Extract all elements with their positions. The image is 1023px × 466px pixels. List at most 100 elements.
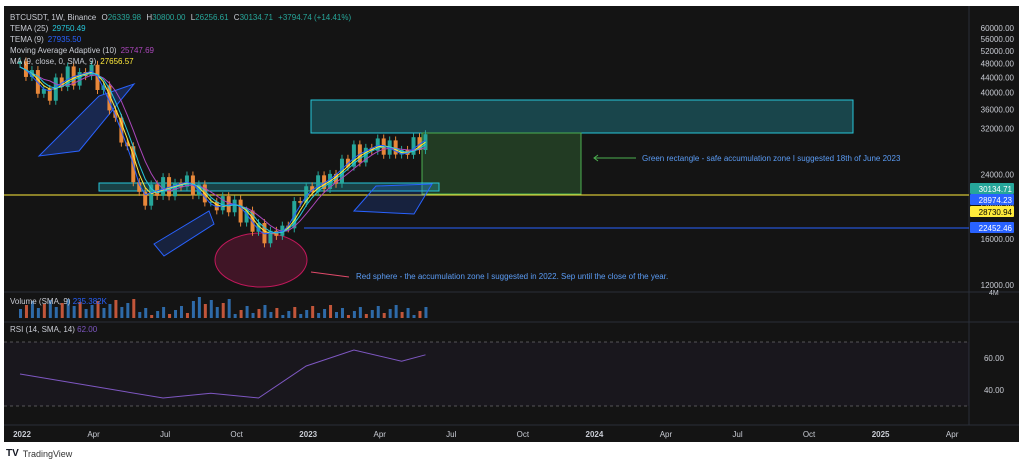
volume-bar — [323, 309, 327, 318]
candle-body — [268, 230, 273, 244]
indicator-tema25[interactable]: TEMA (25) 29750.49 — [10, 24, 86, 33]
volume-bar — [299, 314, 303, 318]
change-value: +3794.74 (+14.41%) — [278, 13, 352, 22]
candle-body — [256, 223, 261, 232]
resistance-zone-upper — [310, 99, 854, 134]
price-badge: 28730.94 — [970, 206, 1014, 217]
red-annotation-arrow — [310, 271, 350, 278]
price-tick-label: 36000.00 — [981, 106, 1015, 115]
tema9-line — [19, 66, 426, 235]
candle-body — [316, 175, 321, 193]
candle — [89, 60, 94, 81]
time-axis-label: Oct — [517, 430, 530, 439]
candle-body — [393, 140, 398, 155]
volume-bar — [191, 301, 195, 318]
volume-bar — [227, 299, 231, 318]
candle-body — [232, 199, 237, 213]
volume-bar — [370, 310, 374, 318]
price-tick-label: 44000.00 — [981, 74, 1015, 83]
candle-body — [23, 61, 28, 77]
price-tick-label: 60000.00 — [981, 24, 1015, 33]
volume-bar — [335, 312, 339, 318]
volume-bar — [174, 310, 178, 318]
volume-bar — [400, 312, 404, 318]
volume-bar — [215, 307, 219, 318]
volume-bar — [84, 309, 88, 318]
candle-body — [345, 158, 350, 167]
indicator-ma[interactable]: MA (9, close, 0, SMA, 9) 27656.57 — [10, 57, 134, 66]
price-badge: 30134.71 — [970, 183, 1014, 194]
volume-bar — [251, 313, 255, 318]
candle — [65, 62, 70, 92]
time-axis-label: Oct — [803, 430, 816, 439]
volume-bar — [340, 308, 344, 318]
volume-bar — [346, 315, 350, 318]
candle — [95, 60, 100, 95]
candle-body — [304, 186, 309, 203]
volume-bar — [352, 311, 356, 318]
volume-bar — [72, 306, 76, 318]
price-badge-text: 28730.94 — [979, 208, 1013, 217]
candle — [137, 178, 142, 196]
volume-bar — [263, 305, 267, 318]
volume-bar — [156, 311, 160, 318]
low-value: 26256.61 — [195, 13, 229, 22]
candle — [208, 197, 213, 207]
candle — [161, 173, 166, 200]
candle — [304, 182, 309, 207]
volume-bar — [126, 303, 130, 318]
time-axis-label: Apr — [87, 430, 100, 439]
time-axis-label: Jul — [160, 430, 170, 439]
volume-bar — [424, 307, 428, 318]
channel-mid-2022 — [153, 210, 215, 257]
candle — [280, 221, 285, 240]
candle — [107, 81, 112, 115]
candle — [47, 85, 52, 105]
candle — [18, 57, 22, 68]
indicator-maa[interactable]: Moving Average Adaptive (10) 25747.69 — [10, 46, 154, 55]
candle — [184, 171, 189, 191]
candle — [167, 173, 172, 201]
footer-brand[interactable]: TradingView — [22, 448, 73, 459]
candle-body — [351, 144, 356, 167]
volume-bar — [197, 297, 201, 318]
green-accumulation-rectangle — [421, 132, 582, 195]
volume-bar — [329, 305, 333, 318]
volume-bar — [120, 307, 124, 318]
volume-bar — [412, 315, 416, 318]
volume-bar — [287, 311, 291, 318]
candle-body — [423, 134, 428, 151]
volume-bar — [233, 314, 237, 318]
candle-body — [65, 66, 70, 88]
volume-legend[interactable]: Volume (SMA, 9) 235.382K — [10, 297, 107, 306]
volume-bar — [388, 309, 392, 318]
volume-bar — [144, 308, 148, 318]
time-axis-label: 2023 — [299, 430, 317, 439]
candle-body — [280, 225, 285, 236]
candle — [59, 73, 64, 92]
chart-canvas[interactable]: 60000.00 56000.00 52000.00 48000.00 44000.00… — [4, 6, 1019, 442]
volume-bar — [48, 300, 52, 318]
candle — [238, 195, 243, 227]
volume-bar — [114, 300, 118, 318]
volume-bar — [168, 314, 172, 318]
price-tick-label: 52000.00 — [981, 47, 1015, 56]
time-axis-label: Apr — [946, 430, 959, 439]
price-badge: 22452.46 — [970, 222, 1014, 233]
volume-bar — [239, 310, 243, 318]
red-annotation-text: Red sphere - the accumulation zone I sug… — [356, 272, 668, 281]
volume-bar — [102, 308, 106, 318]
candle — [322, 171, 327, 194]
candle-body — [220, 196, 225, 211]
time-axis-label: Apr — [374, 430, 387, 439]
candle-body — [71, 66, 76, 86]
indicator-tema9[interactable]: TEMA (9) 27935.50 — [10, 35, 82, 44]
candle — [71, 62, 76, 90]
symbol-label[interactable]: BTCUSDT, 1W, Binance — [10, 13, 97, 22]
rsi-legend[interactable]: RSI (14, SMA, 14) 62.00 — [10, 325, 98, 334]
price-badge-bg — [970, 194, 1014, 205]
volume-bar — [209, 300, 213, 318]
volume-bar — [293, 307, 297, 318]
rsi-band-fill — [4, 342, 969, 406]
tema25-line — [19, 66, 426, 234]
